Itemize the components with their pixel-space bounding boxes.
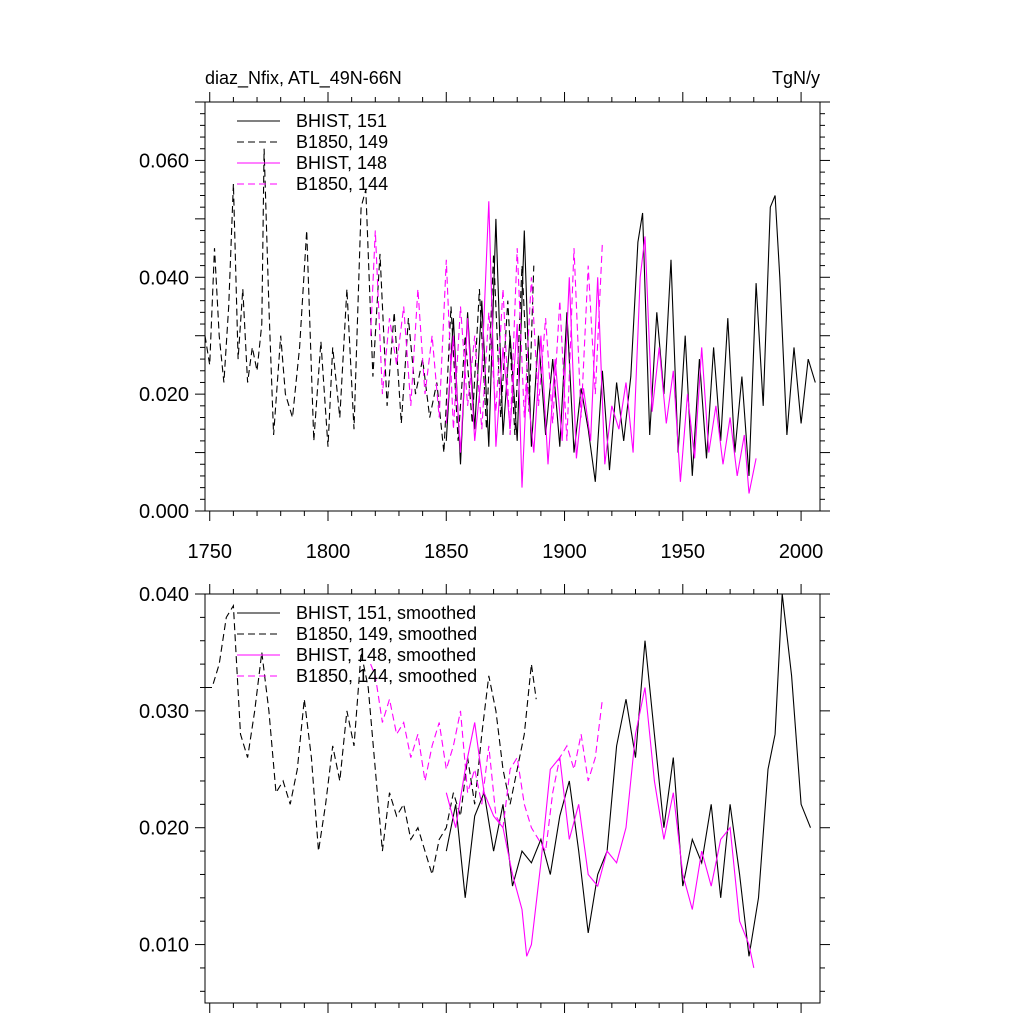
y-tick-label: 0.010 [139,935,189,957]
top-series-line-4 [370,230,603,441]
top-series-layer [204,148,816,494]
top-y-tick-labels: 0.000 0.020 0.040 0.060 [139,150,189,523]
legend-label-2: B1850, 149, smoothed [296,624,477,644]
legend-label-1: BHIST, 151, smoothed [296,603,476,623]
bottom-plot-frame [204,593,821,1004]
y-tick-label: 0.030 [139,701,189,723]
x-tick-label: 1950 [661,541,706,563]
x-tick-label: 1750 [187,541,232,563]
y-tick-label: 0.000 [139,501,189,523]
legend-label-3: BHIST, 148, smoothed [296,645,476,665]
y-tick-label: 0.040 [139,584,189,606]
chart-units-label: TgN/y [772,68,820,88]
bottom-series-line-3 [445,687,755,969]
chart-title-left: diaz_Nfix, ATL_49N-66N [205,68,402,89]
y-tick-label: 0.020 [139,818,189,840]
x-tick-label: 1850 [424,541,469,563]
bottom-y-tick-labels: 0.010 0.020 0.030 0.040 [139,584,189,957]
y-tick-label: 0.040 [139,267,189,289]
legend-label-4: B1850, 144 [296,174,388,194]
top-series-line-2 [204,148,535,453]
legend-label-2: B1850, 149 [296,132,388,152]
legend-label-4: B1850, 144, smoothed [296,666,477,686]
y-tick-label: 0.060 [139,150,189,172]
y-tick-label: 0.020 [139,384,189,406]
x-tick-label: 1800 [306,541,351,563]
legend-label-1: BHIST, 151 [296,111,387,131]
bottom-axis-ticks [195,584,830,1013]
top-plot-frame [204,101,821,512]
bottom-series-layer [205,593,812,969]
bottom-series-line-2 [205,603,537,875]
top-panel: 0.000 0.020 0.040 0.060 1750 1800 1850 1900 195… [139,92,830,563]
x-tick-label: 2000 [779,541,824,563]
top-series-line-1 [445,195,816,482]
bottom-series-line-1 [445,593,812,957]
top-axis-ticks [195,92,830,521]
bottom-panel: 0.010 0.020 0.030 0.040 BHIST, 151, smoothe… [139,584,830,1013]
top-series-line-3 [445,201,757,494]
x-tick-label: 1900 [542,541,587,563]
legend-label-3: BHIST, 148 [296,153,387,173]
top-x-tick-labels: 1750 1800 1850 1900 1950 2000 [187,541,823,563]
